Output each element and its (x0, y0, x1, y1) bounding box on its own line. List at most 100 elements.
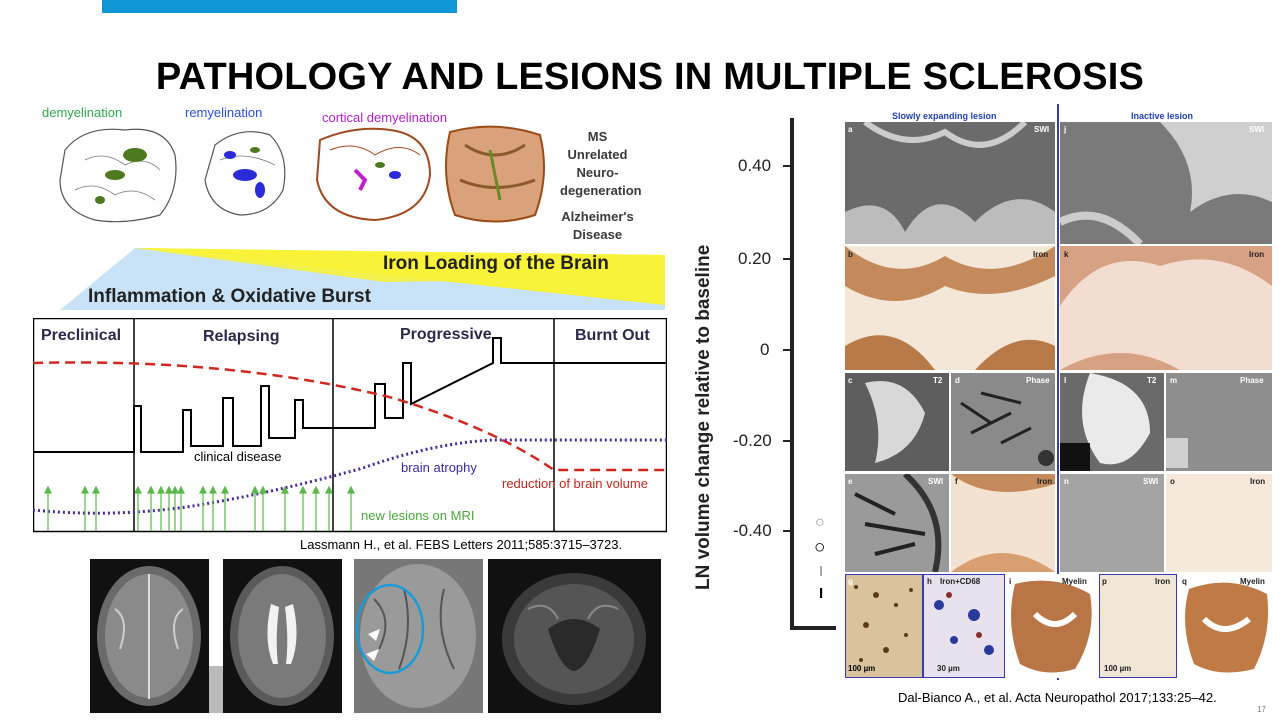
brain-section-remyelination (204, 131, 286, 216)
grey-block (209, 666, 223, 713)
slow-lesion-title: Slowly expanding lesion (892, 111, 997, 121)
iron-loading-label: Iron Loading of the Brain (383, 253, 609, 274)
label-h: h (927, 577, 932, 586)
label-l-t2: T2 (1147, 376, 1157, 385)
tick-mark (783, 258, 793, 260)
panel-q-image (1179, 574, 1272, 678)
reduction-brain-volume-label: reduction of brain volume (502, 476, 648, 491)
label-p-scale: 100 µm (1104, 664, 1132, 673)
tick-0: 0 (760, 340, 770, 359)
brain-section-demyelination (59, 128, 177, 223)
label-d: d (955, 376, 960, 385)
brain-atrophy-label: brain atrophy (401, 460, 477, 475)
new-lesions-label: new lesions on MRI (361, 508, 475, 523)
label-d-phase: Phase (1026, 376, 1050, 385)
legend-mark-4: I (819, 585, 824, 602)
panel-k-image (1060, 246, 1272, 370)
label-c: c (848, 376, 853, 385)
label-q: q (1182, 577, 1187, 586)
panel-l-image (1060, 373, 1164, 471)
label-l: l (1064, 376, 1067, 385)
label-n: n (1064, 477, 1069, 486)
inactive-lesion-title: Inactive lesion (1131, 111, 1194, 121)
triangle-graphics (60, 248, 665, 310)
top-accent-bar (102, 0, 457, 13)
mri-scan-4 (488, 559, 661, 713)
brain-section-alzheimers (445, 125, 545, 223)
legend-mark-3: I (819, 563, 824, 580)
bg-chart-x-axis (790, 626, 840, 630)
label-g-scale: 100 µm (848, 664, 876, 673)
tick-0-40: 0.40 (738, 156, 772, 175)
label-b: b (848, 250, 853, 259)
disease-phase-chart (33, 318, 667, 533)
panel-m-image (1166, 373, 1272, 471)
panel-e-image (845, 471, 949, 573)
label-a: a (848, 125, 853, 134)
panel-g-image (845, 574, 923, 678)
label-cortical-demyelination: cortical demyelination (322, 110, 448, 125)
panel-p-image (1099, 574, 1177, 678)
tick-neg-0-20: -0.20 (733, 431, 772, 450)
panel-f-image (951, 474, 1055, 572)
phase-burnt-out: Burnt Out (575, 327, 650, 344)
mri-scan-1 (90, 559, 209, 713)
label-b-iron: Iron (1033, 250, 1049, 259)
panel-b-image (845, 246, 1055, 370)
label-p: p (1102, 577, 1107, 586)
bg-chart-y-axis (790, 118, 794, 628)
tick-neg-0-40: -0.40 (733, 521, 772, 540)
legend-mark-1: ○ (815, 514, 825, 531)
brain-section-cortical (315, 127, 432, 222)
ms-unrelated-label: MS Unrelated Neuro- degeneration Alzheim… (560, 129, 642, 242)
phase-progressive: Progressive (400, 326, 492, 343)
label-e-swi: SWI (928, 477, 944, 486)
mri-scan-2 (223, 559, 342, 713)
label-demyelination: demyelination (42, 105, 123, 120)
phase-relapsing: Relapsing (203, 328, 280, 345)
label-p-iron: Iron (1155, 577, 1171, 586)
panel-j-image (1058, 122, 1272, 247)
mri-scan-3 (354, 559, 483, 713)
label-g: g (848, 577, 853, 586)
brain-section-drawings (59, 125, 545, 223)
tick-mark (783, 165, 793, 167)
panel-i-image (1005, 574, 1097, 678)
inflammation-label: Inflammation & Oxidative Burst (88, 286, 371, 307)
citation-lassmann: Lassmann H., et al. FEBS Letters 2011;58… (300, 537, 623, 552)
citation-dal-bianco: Dal-Bianco A., et al. Acta Neuropathol 2… (898, 690, 1217, 705)
label-q-myelin: Myelin (1240, 577, 1265, 586)
panel-a-image (845, 119, 1055, 244)
panel-divider (1057, 104, 1059, 680)
legend-mark-2: ○ (814, 537, 826, 558)
label-j: j (1064, 125, 1067, 134)
phase-preclinical: Preclinical (41, 327, 122, 344)
label-o: o (1170, 477, 1175, 486)
slide-title: PATHOLOGY AND LESIONS IN MULTIPLE SCLERO… (155, 56, 1145, 98)
label-f: f (955, 477, 958, 486)
tick-0-20: 0.20 (738, 249, 772, 268)
panel-c-image (845, 373, 949, 471)
label-i-myelin: Myelin (1062, 577, 1087, 586)
label-m-phase: Phase (1240, 376, 1264, 385)
label-j-swi: SWI (1249, 125, 1265, 134)
label-k: k (1064, 250, 1069, 259)
label-c-t2: T2 (933, 376, 943, 385)
label-e: e (848, 477, 853, 486)
panel-o-image (1166, 474, 1272, 572)
panel-n-image (1060, 474, 1164, 572)
label-m: m (1170, 376, 1178, 385)
label-i: i (1009, 577, 1012, 586)
panel-d-image (951, 373, 1055, 471)
label-k-iron: Iron (1249, 250, 1265, 259)
label-n-swi: SWI (1143, 477, 1159, 486)
tick-mark (783, 440, 793, 442)
label-remyelination: remyelination (185, 105, 263, 120)
inflammation-triangle (60, 248, 665, 310)
tick-mark (783, 530, 793, 532)
label-f-iron: Iron (1037, 477, 1053, 486)
panel-h-image (923, 574, 1005, 678)
label-h-iron-cd68: Iron+CD68 (940, 577, 981, 586)
page-number: 17 (1257, 705, 1266, 714)
tick-mark (783, 349, 793, 351)
